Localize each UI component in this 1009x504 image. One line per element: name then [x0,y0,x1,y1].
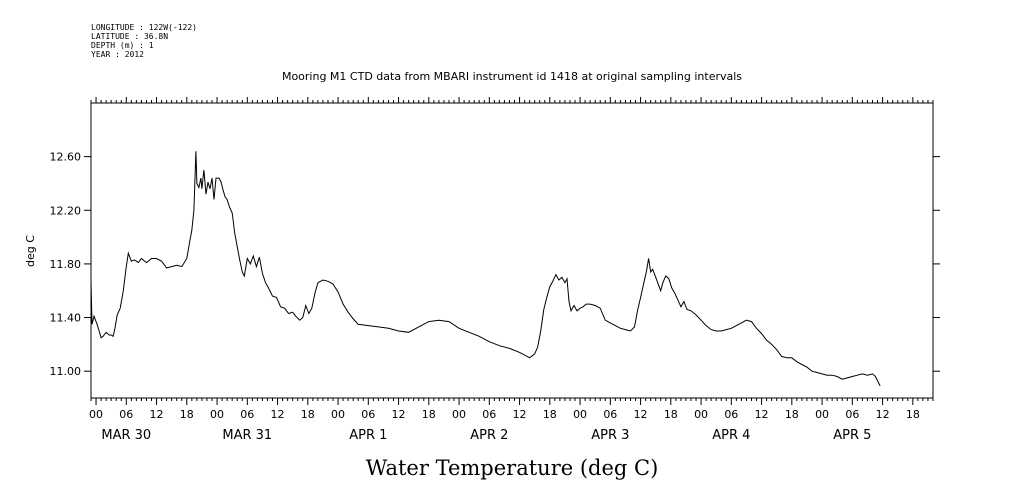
y-tick-label: 11.40 [50,312,82,325]
x-tick-label: 00 [815,408,829,421]
y-tick-label: 12.60 [50,151,82,164]
x-day-label: APR 2 [470,428,508,443]
x-tick-label: 06 [845,408,859,421]
latitude-text: LATITUDE : 36.8N [91,32,168,41]
temperature-series-line [90,151,881,387]
x-tick-label: 00 [89,408,103,421]
x-day-label: APR 5 [833,428,871,443]
metadata-block: LONGITUDE : 122W(-122) LATITUDE : 36.8N … [91,23,197,59]
x-tick-label: 06 [603,408,617,421]
y-tick-label: 11.00 [50,365,82,378]
y-tick-label: 11.80 [50,258,82,271]
x-tick-label: 00 [573,408,587,421]
year-text: YEAR : 2012 [91,50,144,59]
x-tick-label: 12 [271,408,285,421]
x-tick-label: 00 [694,408,708,421]
x-tick-label: 18 [906,408,920,421]
x-tick-label: 18 [301,408,315,421]
y-tick-label: 12.20 [50,204,82,217]
x-day-label: APR 4 [712,428,750,443]
x-tick-label: 06 [482,408,496,421]
x-tick-label: 06 [240,408,254,421]
x-tick-label: 00 [331,408,345,421]
plot-frame [90,102,934,399]
x-tick-label: 00 [210,408,224,421]
x-day-label: MAR 30 [101,428,151,443]
x-tick-label: 06 [361,408,375,421]
x-tick-label: 18 [785,408,799,421]
x-day-label: APR 1 [349,428,387,443]
x-day-label: APR 3 [591,428,629,443]
x-tick-label: 18 [543,408,557,421]
y-axis: 11.00 11.40 11.80 12.20 12.60 [50,151,940,378]
x-tick-label: 06 [724,408,738,421]
x-tick-label: 12 [513,408,527,421]
x-tick-label: 00 [452,408,466,421]
y-axis-label: deg C [24,235,37,267]
series-layer [90,151,881,387]
x-tick-label: 12 [755,408,769,421]
longitude-text: LONGITUDE : 122W(-122) [91,23,197,32]
x-tick-label: 12 [392,408,406,421]
x-tick-label: 12 [150,408,164,421]
x-axis: 00 06 12 18 00 06 12 18 00 06 12 18 00 06 12 18 00 06 12 18… [89,97,934,443]
x-tick-label: 18 [180,408,194,421]
x-tick-label: 06 [119,408,133,421]
chart-title: Mooring M1 CTD data from MBARI instrumen… [282,70,742,83]
depth-text: DEPTH (m) : 1 [91,41,154,50]
x-axis-label: Water Temperature (deg C) [366,456,659,480]
x-tick-label: 18 [664,408,678,421]
x-tick-label: 12 [634,408,648,421]
x-tick-label: 18 [422,408,436,421]
x-day-label: MAR 31 [222,428,272,443]
x-tick-label: 12 [876,408,890,421]
